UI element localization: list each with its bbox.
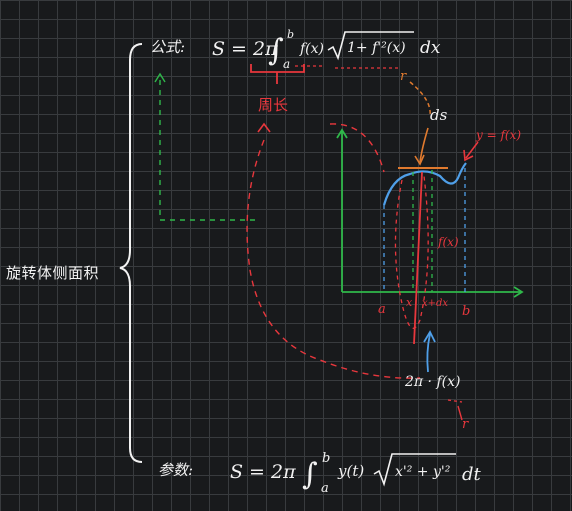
blue-arrow-2pi-head xyxy=(423,330,436,343)
formula-top-label: 公式: xyxy=(150,38,185,56)
curve-label-arrow xyxy=(465,141,479,159)
orange-ds-pointer-head xyxy=(414,154,425,166)
formula-bottom-label: 参数: xyxy=(158,461,193,479)
blue-arrow-2pi xyxy=(426,333,431,373)
topic-title: 旋转体侧面积 xyxy=(6,264,100,282)
orange-arrow-ds xyxy=(409,81,431,117)
x-axis-arrow xyxy=(513,286,524,298)
formula-top-fx: f(x) xyxy=(299,41,324,57)
tick-b: b xyxy=(462,304,470,319)
formula-bottom-lower: a xyxy=(321,481,329,496)
r-bottom-label: r xyxy=(462,417,469,432)
tick-x: x xyxy=(406,296,413,309)
y-axis-arrow xyxy=(336,128,348,139)
two-pi-fx-label: 2π · f(x) xyxy=(404,374,460,390)
curve-label-arrowhead xyxy=(463,149,474,162)
radius-line xyxy=(413,171,423,345)
formula-top-lhs: S = 2π xyxy=(212,38,278,60)
formula-top-root: 1+ f'²(x) xyxy=(347,40,406,56)
revolution-arc-upper xyxy=(329,123,385,173)
ring-ellipse xyxy=(394,175,429,329)
formula-top-dx: dx xyxy=(420,38,441,58)
perimeter-label: 周长 xyxy=(258,96,288,114)
tick-x-dx: x+dx xyxy=(422,298,448,309)
perimeter-arrowhead xyxy=(257,122,271,133)
curve-label: y = f(x) xyxy=(475,128,521,142)
sqrt-sign-bottom xyxy=(373,453,456,487)
formula-top-upper: b xyxy=(287,28,294,41)
formula-bottom-yt: y(t) xyxy=(337,462,364,480)
revolution-arc xyxy=(246,139,421,379)
tick-a: a xyxy=(378,302,386,317)
green-dashed-left xyxy=(159,80,258,221)
dashed-2pi-underline xyxy=(447,399,463,403)
formula-bottom-upper: b xyxy=(322,451,330,466)
green-arrow-left xyxy=(154,72,166,83)
formula-bottom-root: x'² + y'² xyxy=(395,464,451,480)
sqrt-sign-top xyxy=(327,31,414,61)
formula-bottom-dt: dt xyxy=(462,464,482,485)
integral-sign-top: ∫ xyxy=(268,33,284,68)
r-top-label: r xyxy=(400,69,407,84)
ds-label: ds xyxy=(430,106,448,124)
curve-fx xyxy=(382,162,467,206)
r-bottom-arrow xyxy=(457,405,463,421)
left-brace xyxy=(119,43,143,463)
fx-height-label: f(x) xyxy=(437,235,459,249)
formula-top-lower: a xyxy=(283,57,290,71)
integral-sign-bottom: ∫ xyxy=(302,457,318,492)
formula-bottom-lhs: S = 2π xyxy=(230,461,296,483)
orange-ds-pointer xyxy=(419,127,429,163)
